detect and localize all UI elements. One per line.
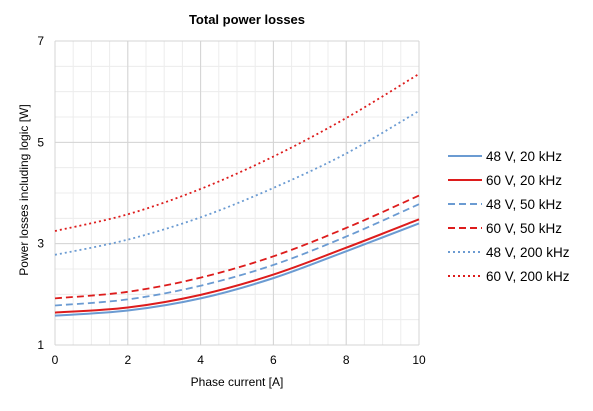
legend-item-48-v-50-khz: 48 V, 50 kHz — [448, 197, 562, 212]
y-tick-label: 3 — [37, 237, 44, 251]
legend-label: 48 V, 20 kHz — [486, 149, 562, 164]
legend-label: 60 V, 200 kHz — [486, 269, 570, 284]
series-lines — [54, 73, 420, 317]
grid — [54, 40, 420, 346]
legend-label: 60 V, 20 kHz — [486, 173, 562, 188]
series-line-60-v-50-khz — [54, 194, 420, 300]
x-tick-label: 10 — [412, 353, 426, 367]
series-line-60-v-200-khz — [54, 73, 420, 232]
series-line-60-v-20-khz — [54, 218, 420, 314]
legend: 48 V, 20 kHz 60 V, 20 kHz 48 V, 50 kHz 60 V… — [448, 149, 570, 284]
x-tick-label: 8 — [343, 353, 350, 367]
legend-item-60-v-50-khz: 60 V, 50 kHz — [448, 221, 562, 236]
x-tick-label: 0 — [52, 353, 59, 367]
legend-label: 48 V, 200 kHz — [486, 245, 570, 260]
legend-label: 48 V, 50 kHz — [486, 197, 562, 212]
y-tick-label: 7 — [37, 34, 44, 48]
legend-item-60-v-200-khz: 60 V, 200 kHz — [448, 269, 570, 284]
series-line-48-v-50-khz — [54, 203, 420, 307]
x-axis-label: Phase current [A] — [191, 375, 284, 389]
x-tick-label: 6 — [270, 353, 277, 367]
chart-title: Total power losses — [189, 12, 305, 27]
tick-labels: 0 2 4 6 8 10 1 3 5 7 — [37, 34, 426, 367]
x-tick-label: 2 — [124, 353, 131, 367]
y-tick-label: 1 — [37, 338, 44, 352]
y-axis-label: Power losses including logic [W] — [17, 104, 31, 275]
legend-item-48-v-200-khz: 48 V, 200 kHz — [448, 245, 570, 260]
legend-item-48-v-20-khz: 48 V, 20 kHz — [448, 149, 562, 164]
x-tick-label: 4 — [197, 353, 204, 367]
legend-item-60-v-20-khz: 60 V, 20 kHz — [448, 173, 562, 188]
legend-label: 60 V, 50 kHz — [486, 221, 562, 236]
series-line-48-v-20-khz — [54, 222, 420, 317]
y-tick-label: 5 — [37, 135, 44, 149]
